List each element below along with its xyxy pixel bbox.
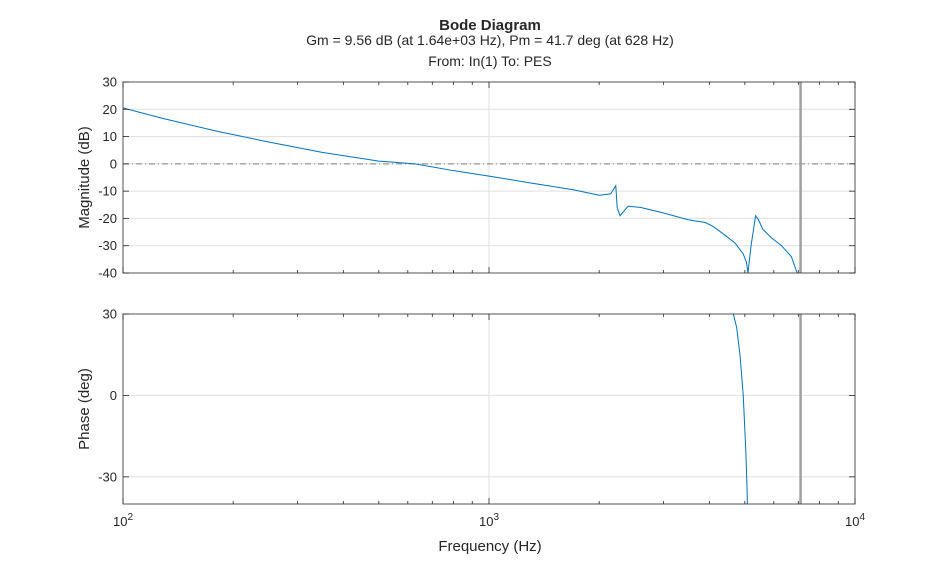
phase-y-axis-label: Phase (deg): [76, 368, 93, 450]
chart-subtitle: Gm = 9.56 dB (at 1.64e+03 Hz), Pm = 41.7…: [306, 32, 674, 48]
magnitude-y-tick-label: 10: [103, 129, 117, 144]
phase-series-line: [732, 314, 748, 504]
io-label: From: In(1) To: PES: [428, 53, 551, 69]
x-tick-base: 10: [113, 514, 127, 529]
magnitude-y-tick-label: -20: [98, 211, 117, 226]
magnitude-series-line: [123, 107, 798, 273]
magnitude-y-tick-label: 0: [110, 156, 117, 171]
magnitude-y-axis-label: Magnitude (dB): [76, 126, 93, 229]
magnitude-y-tick-label: -10: [98, 184, 117, 199]
phase-y-tick-label: 0: [110, 388, 117, 403]
phase-y-tick-label: -30: [98, 469, 117, 484]
x-tick-label: 104: [845, 512, 865, 529]
x-tick-exponent: 4: [859, 512, 865, 523]
magnitude-y-tick-label: -40: [98, 266, 117, 281]
x-tick-base: 10: [845, 514, 859, 529]
x-tick-label: 102: [113, 512, 133, 529]
x-axis-label: Frequency (Hz): [438, 538, 541, 555]
x-tick-exponent: 2: [127, 512, 133, 523]
chart-title: Bode Diagram: [439, 17, 541, 34]
phase-y-tick-label: 30: [103, 307, 117, 322]
magnitude-y-tick-label: 30: [103, 75, 117, 90]
x-tick-base: 10: [479, 514, 493, 529]
magnitude-panel: 30 20 10 0 -10 -20 -30 -40 Magnitude (dB): [76, 75, 856, 281]
x-tick-exponent: 3: [493, 512, 499, 523]
x-tick-label: 103: [479, 512, 499, 529]
magnitude-y-tick-label: 20: [103, 102, 117, 117]
magnitude-y-tick-label: -30: [98, 238, 117, 253]
